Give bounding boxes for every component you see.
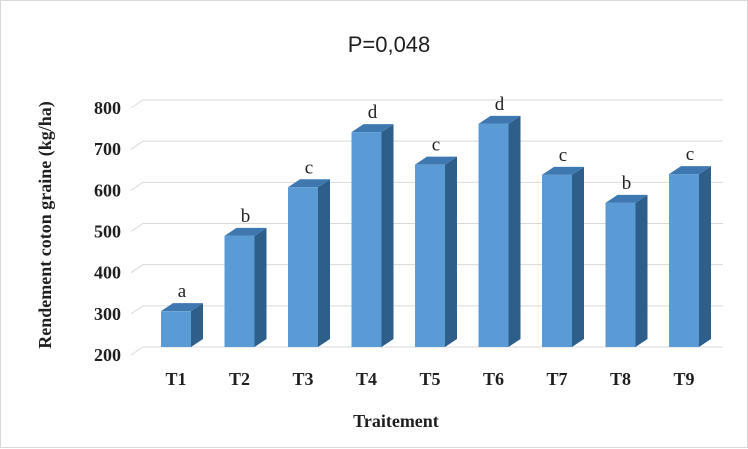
x-tick-label: T5 xyxy=(419,369,440,389)
y-tick-label: 300 xyxy=(94,304,121,324)
data-label: b xyxy=(622,173,632,194)
bar-T6: d xyxy=(478,94,521,347)
data-label: a xyxy=(178,281,187,302)
bar-top xyxy=(542,166,584,175)
x-axis-ticks: T1 T2 T3 T4 T5 T6 T7 T8 T9 xyxy=(165,369,694,389)
bar xyxy=(224,235,255,347)
bar-side xyxy=(318,179,330,347)
x-tick-label: T4 xyxy=(356,369,377,389)
x-tick-label: T8 xyxy=(610,369,631,389)
x-tick-label: T1 xyxy=(165,369,186,389)
bar-T8: b xyxy=(605,173,648,347)
bar xyxy=(605,202,636,347)
y-tick-label: 400 xyxy=(94,263,121,283)
data-label: b xyxy=(241,206,251,227)
y-tick-label: 500 xyxy=(94,222,121,242)
bar xyxy=(542,174,572,347)
bar xyxy=(415,164,445,347)
gridlines xyxy=(130,99,723,356)
bars: a b c d c d c b c xyxy=(161,94,711,347)
bar-T4: d xyxy=(351,102,394,347)
x-axis-label: Traitement xyxy=(353,411,439,431)
bar-T9: c xyxy=(669,144,711,347)
gridline xyxy=(130,99,723,109)
bar-T2: b xyxy=(224,206,267,347)
bar-top xyxy=(415,156,457,165)
bar xyxy=(669,174,699,347)
y-tick-label: 700 xyxy=(94,139,121,159)
y-tick-label: 600 xyxy=(94,180,121,200)
bar-side xyxy=(572,166,584,347)
bar-side xyxy=(445,156,457,347)
bar xyxy=(478,123,509,347)
data-label: c xyxy=(305,157,313,178)
bar-T1: a xyxy=(161,281,203,347)
bar-T7: c xyxy=(542,145,584,347)
bar-T5: c xyxy=(415,135,457,347)
x-tick-label: T2 xyxy=(229,369,250,389)
bar-side xyxy=(381,124,394,347)
gridline xyxy=(130,264,723,274)
bar-top xyxy=(161,303,203,312)
bar xyxy=(351,132,382,347)
x-tick-label: T9 xyxy=(673,369,694,389)
gridline xyxy=(130,223,723,232)
data-label: d xyxy=(495,94,505,115)
x-tick-label: T3 xyxy=(292,369,313,389)
data-label: d xyxy=(368,102,378,123)
bar-side xyxy=(191,303,203,347)
bar-top xyxy=(351,124,394,133)
bar-top xyxy=(669,166,711,175)
bar xyxy=(288,187,318,347)
gridline xyxy=(130,181,723,191)
data-label: c xyxy=(432,135,440,156)
bar-top xyxy=(288,179,330,188)
y-tick-label: 800 xyxy=(94,98,121,118)
y-axis-label: Rendement coton graine (kg/ha) xyxy=(35,101,56,348)
bar-top xyxy=(224,227,267,236)
bar-side xyxy=(699,166,711,347)
gridline xyxy=(130,140,723,150)
x-tick-label: T7 xyxy=(546,369,567,389)
gridline xyxy=(130,305,723,315)
bar-top xyxy=(605,194,648,203)
bar-side xyxy=(508,115,521,347)
y-tick-label: 200 xyxy=(94,345,121,365)
bar-T3: c xyxy=(288,157,330,347)
bar-side xyxy=(635,194,648,347)
gridline xyxy=(130,346,723,356)
data-label: c xyxy=(559,145,567,166)
x-tick-label: T6 xyxy=(483,369,504,389)
data-label: c xyxy=(686,144,694,165)
y-axis-ticks: 200 300 400 500 600 700 800 xyxy=(94,98,121,365)
bar-top xyxy=(478,115,521,124)
bar-side xyxy=(254,227,267,347)
bar xyxy=(161,311,191,347)
chart-title: P=0,048 xyxy=(348,32,431,57)
